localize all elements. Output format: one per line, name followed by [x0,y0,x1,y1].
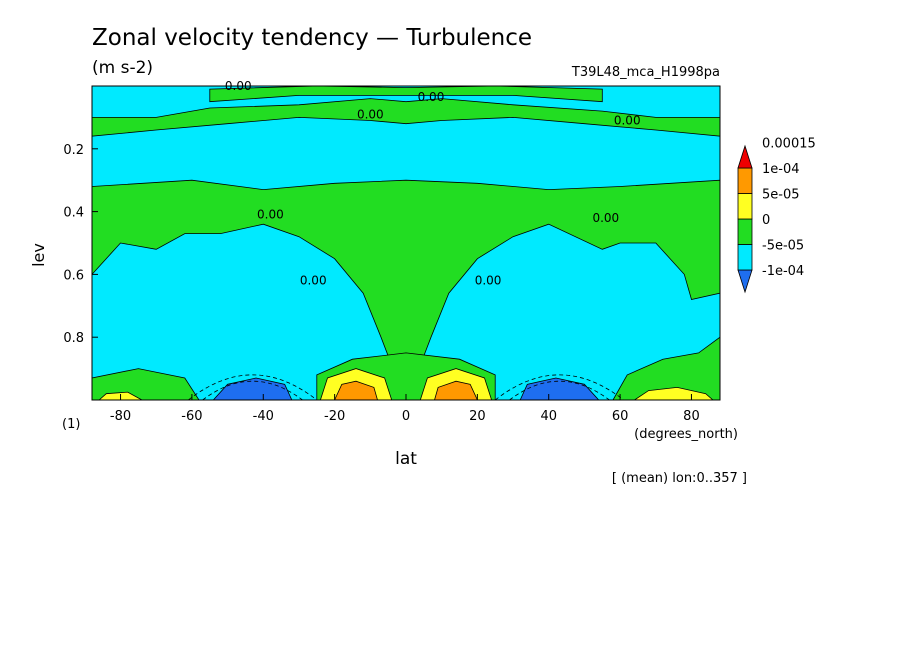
filled-contours [91,85,721,401]
colorbar-label-2: 0 [762,213,770,228]
colorbar-label-1: -5e-05 [762,239,804,254]
run-id-label: T39L48_mca_H1998pa [571,65,720,80]
y-tick-label-1: 0.4 [63,206,84,221]
colorbar: -1e-04 -5e-05 0 5e-05 1e-04 0.00015 [737,137,816,294]
negative-contour-lines [188,374,624,401]
y-tick-label-2: 0.6 [63,268,84,283]
x-tick-label-5: 20 [469,409,486,424]
colorbar-segment-5 [737,144,753,169]
x-tick-label-8: 80 [683,409,700,424]
plot-area: 0.000.000.00 0.000.00 0.000.00 0.00 [91,79,721,401]
x-axis-label: lat [395,449,417,469]
colorbar-segment-0 [737,269,753,294]
contour-label-6: 0.00 [300,274,327,288]
dashed-contour-1-1 [494,374,624,401]
contour-label-5: 0.00 [592,211,619,225]
x-axis: -80 -60 -40 -20 0 20 40 60 80 [110,394,700,424]
y-tick-label-3: 0.8 [63,331,84,346]
x-tick-label-0: -80 [110,409,131,424]
region-mid_green_body [91,179,721,376]
contour-label-4: 0.00 [257,208,284,222]
colorbar-segment-3 [737,193,753,220]
colorbar-label-3: 5e-05 [762,188,800,203]
x-tick-label-1: -60 [181,409,202,424]
y-axis-label: lev [29,243,48,267]
colorbar-label-0: -1e-04 [762,264,804,279]
x-tick-label-3: -20 [324,409,345,424]
colorbar-segment-4 [737,167,753,194]
dashed-contour-0-1 [188,374,318,401]
contour-label-7: 0.00 [475,274,502,288]
contour-label-2: 0.00 [357,107,384,121]
contour-label-3: 0.00 [614,114,641,128]
y-units-label: (1) [62,417,80,432]
colorbar-segment-2 [737,218,753,245]
x-tick-label-4: 0 [402,409,410,424]
chart-title: Zonal velocity tendency — Turbulence [92,25,532,51]
units-label: (m s-2) [92,58,153,78]
y-tick-label-0: 0.2 [63,143,84,158]
y-axis: 0.2 0.4 0.6 0.8 [63,143,98,346]
region-upper_green_cap [209,85,603,103]
colorbar-segment-1 [737,244,753,271]
colorbar-label-4: 1e-04 [762,162,800,177]
x-units-label: (degrees_north) [634,427,738,442]
contour-label-1: 0.00 [418,90,445,104]
colorbar-label-5: 0.00015 [762,137,816,152]
x-tick-label-6: 40 [540,409,557,424]
footer-note: [ (mean) lon:0..357 ] [612,471,747,486]
x-tick-label-7: 60 [612,409,629,424]
x-tick-label-2: -40 [253,409,274,424]
